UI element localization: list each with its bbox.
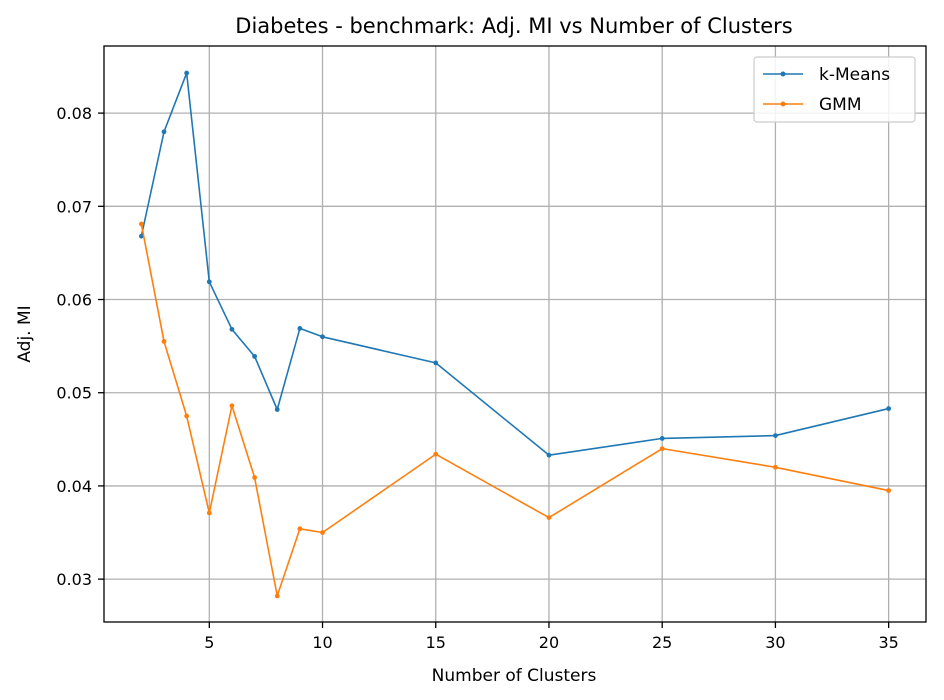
data-point-gmm xyxy=(161,339,167,344)
grid xyxy=(104,46,926,622)
y-tick-label: 0.05 xyxy=(56,384,92,403)
y-tick-label: 0.04 xyxy=(56,477,92,496)
x-axis-label: Number of Clusters xyxy=(432,666,597,686)
data-point-k-means xyxy=(184,70,190,76)
data-point-gmm xyxy=(274,593,280,599)
data-point-k-means xyxy=(206,279,212,285)
data-point-gmm xyxy=(433,451,439,457)
data-point-k-means xyxy=(138,233,144,239)
data-point-gmm xyxy=(206,510,212,516)
x-tick-label: 35 xyxy=(878,633,898,652)
data-point-gmm xyxy=(773,464,778,470)
chart-title: Diabetes - benchmark: Adj. MI vs Number … xyxy=(235,14,792,38)
x-tick-label: 20 xyxy=(539,633,559,652)
data-point-gmm xyxy=(297,526,303,532)
legend-label-kmeans: k-Means xyxy=(819,65,890,85)
axes-frame xyxy=(103,45,927,623)
legend-marker-kmeans xyxy=(780,71,786,77)
y-tick-label: 0.06 xyxy=(56,291,92,310)
data-point-k-means xyxy=(546,452,552,458)
data-point-k-means xyxy=(297,326,303,331)
ticks: 5 10 15 20 25 30 35 0.03 0.04 0.05 0.06 0.07 0.08 xyxy=(56,104,898,652)
x-tick-label: 30 xyxy=(765,633,785,652)
data-point-k-means xyxy=(320,334,325,340)
y-tick-label: 0.03 xyxy=(56,570,92,589)
x-tick-label: 15 xyxy=(426,633,446,652)
data-point-k-means xyxy=(161,129,167,135)
data-point-gmm xyxy=(659,446,665,452)
data-point-gmm xyxy=(886,488,892,493)
data-point-gmm xyxy=(229,403,235,409)
series-line-k-means xyxy=(140,72,889,456)
legend-label-gmm: GMM xyxy=(819,95,862,115)
data-point-k-means xyxy=(229,326,235,332)
data-point-gmm xyxy=(546,515,552,521)
data-point-gmm xyxy=(320,530,325,535)
y-axis-label: Adj. MI xyxy=(15,305,35,362)
data-point-gmm xyxy=(252,475,257,480)
data-point-gmm xyxy=(184,413,190,419)
data-point-k-means xyxy=(773,433,778,438)
x-tick-label: 25 xyxy=(652,633,672,652)
y-tick-label: 0.07 xyxy=(56,197,92,216)
y-tick-label: 0.08 xyxy=(56,104,92,123)
x-tick-label: 10 xyxy=(312,633,332,652)
legend: k-Means GMM xyxy=(753,56,916,123)
x-tick-label: 5 xyxy=(204,633,214,652)
series-line-gmm xyxy=(140,223,889,597)
data-point-k-means xyxy=(252,353,257,359)
data-point-k-means xyxy=(433,360,439,366)
data-point-k-means xyxy=(274,407,280,412)
data-point-gmm xyxy=(138,221,144,227)
data-point-k-means xyxy=(886,406,892,411)
data-point-k-means xyxy=(659,435,665,441)
legend-marker-gmm xyxy=(780,101,786,107)
series-layer xyxy=(138,70,892,599)
